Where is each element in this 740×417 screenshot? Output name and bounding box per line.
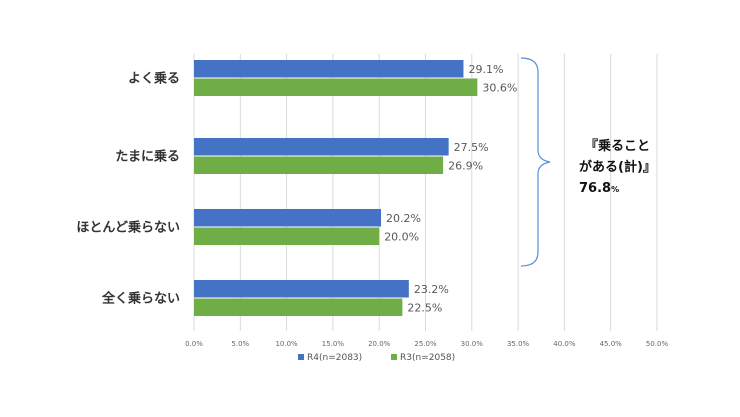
bars: [194, 60, 478, 316]
bar: [194, 298, 403, 316]
category-label: ほとんど乗らない: [76, 220, 180, 236]
annotation-unit: %: [611, 185, 619, 194]
x-tick-label: 0.0%: [185, 340, 203, 348]
value-label: 20.2%: [386, 212, 421, 225]
value-label: 30.6%: [482, 81, 517, 94]
legend: R4(n=2083) R3(n=2058): [298, 353, 455, 363]
category-label: 全く乗らない: [101, 291, 180, 307]
x-tick-label: 30.0%: [461, 340, 484, 348]
x-tick-label: 25.0%: [414, 340, 437, 348]
value-label: 22.5%: [407, 301, 442, 314]
x-tick-label: 15.0%: [322, 340, 345, 348]
legend-swatch: [298, 354, 304, 360]
annotation-value: 76.8: [579, 181, 611, 196]
legend-label: R3(n=2058): [400, 353, 455, 363]
bar: [194, 138, 449, 156]
x-axis-ticks: 0.0% 5.0% 10.0% 15.0% 20.0% 25.0% 30.0% 35.0% 40…: [185, 340, 668, 348]
x-tick-label: 35.0%: [507, 340, 530, 348]
legend-label: R4(n=2083): [307, 353, 362, 363]
annotation-brace: [520, 57, 551, 267]
value-label: 23.2%: [414, 283, 449, 296]
category-label: よく乗る: [128, 71, 180, 87]
grid-lines: [193, 54, 658, 331]
x-tick-label: 40.0%: [553, 340, 576, 348]
value-label: 20.0%: [384, 230, 419, 243]
bar: [194, 209, 382, 227]
legend-swatch: [391, 354, 397, 360]
bar: [194, 280, 409, 298]
value-labels: 29.1% 30.6% 27.5% 26.9% 20.2% 20.0% 23.2% 22.5%: [384, 63, 517, 315]
x-tick-label: 50.0%: [646, 340, 669, 348]
x-tick-label: 45.0%: [600, 340, 623, 348]
x-tick-label: 10.0%: [275, 340, 298, 348]
value-label: 26.9%: [448, 159, 483, 172]
annotation-line1: 『乗ること: [585, 138, 650, 154]
category-label: たまに乗る: [115, 149, 180, 165]
bar: [194, 78, 478, 96]
bar: [194, 60, 464, 78]
annotation-line2: がある(計)』: [579, 159, 656, 175]
bar: [194, 227, 380, 245]
x-tick-label: 5.0%: [231, 340, 249, 348]
value-label: 27.5%: [454, 141, 489, 154]
bar: [194, 156, 444, 174]
x-tick-label: 20.0%: [368, 340, 391, 348]
value-label: 29.1%: [468, 63, 503, 76]
annotation-value-line: 76.8%: [579, 181, 619, 196]
